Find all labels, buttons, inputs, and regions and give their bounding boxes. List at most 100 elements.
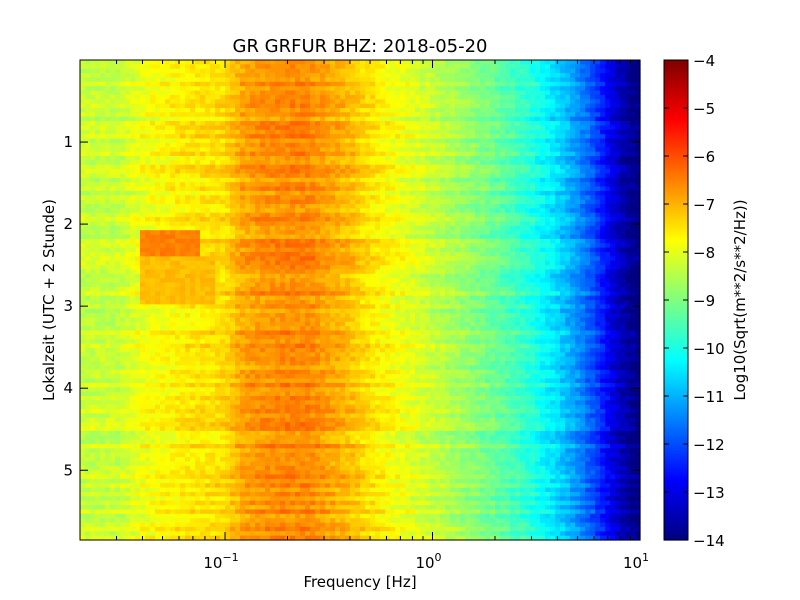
heatmap-cell (555, 103, 561, 109)
heatmap-cell (565, 234, 571, 240)
heatmap-cell (470, 212, 476, 218)
heatmap-cell (470, 173, 476, 179)
heatmap-cell (510, 129, 516, 135)
heatmap-cell (325, 64, 331, 70)
heatmap-cell (630, 186, 636, 192)
heatmap-cell (550, 243, 556, 249)
heatmap-cell (240, 160, 246, 166)
heatmap-cell (125, 160, 131, 166)
heatmap-cell (400, 217, 406, 223)
heatmap-cell (125, 217, 131, 223)
heatmap-cell (95, 151, 101, 157)
heatmap-cell (265, 60, 271, 65)
heatmap-cell (165, 169, 171, 175)
heatmap-cell (600, 221, 606, 227)
heatmap-cell (370, 195, 376, 201)
heatmap-cell (435, 138, 441, 144)
heatmap-cell (260, 177, 266, 183)
heatmap-cell (205, 173, 211, 179)
heatmap-cell (235, 225, 241, 231)
heatmap-cell (370, 81, 376, 87)
heatmap-cell (355, 177, 361, 183)
heatmap-cell (605, 212, 611, 218)
heatmap-cell (315, 173, 321, 179)
heatmap-cell (265, 112, 271, 118)
heatmap-cell (255, 73, 261, 79)
heatmap-cell (550, 103, 556, 109)
heatmap-cell (445, 81, 451, 87)
heatmap-cell (345, 169, 351, 175)
heatmap-cell (375, 77, 381, 83)
heatmap-cell (465, 147, 471, 153)
heatmap-cell (615, 243, 621, 249)
heatmap-cell (440, 190, 446, 196)
heatmap-cell (400, 112, 406, 118)
heatmap-cell (605, 173, 611, 179)
heatmap-cell (530, 247, 536, 253)
heatmap-cell (505, 247, 511, 253)
heatmap-cell (520, 225, 526, 231)
heatmap-cell (315, 60, 321, 65)
heatmap-cell (325, 68, 331, 74)
heatmap-cell (515, 190, 521, 196)
heatmap-cell (550, 60, 556, 65)
heatmap-cell (140, 73, 146, 79)
heatmap-cell (535, 212, 541, 218)
heatmap-cell (180, 238, 186, 244)
heatmap-cell (590, 182, 596, 188)
heatmap-cell (315, 68, 321, 74)
heatmap-cell (150, 81, 156, 87)
heatmap-cell (595, 234, 601, 240)
heatmap-cell (515, 86, 521, 92)
heatmap-cell (545, 99, 551, 105)
heatmap-cell (495, 73, 501, 79)
heatmap-cell (95, 169, 101, 175)
heatmap-cell (325, 121, 331, 127)
heatmap-cell (135, 199, 141, 205)
heatmap-cell (440, 94, 446, 100)
heatmap-cell (280, 134, 286, 140)
heatmap-cell (565, 151, 571, 157)
heatmap-cell (135, 186, 141, 192)
heatmap-cell (240, 112, 246, 118)
heatmap-cell (320, 169, 326, 175)
heatmap-cell (425, 99, 431, 105)
heatmap-cell (310, 64, 316, 70)
heatmap-cell (310, 151, 316, 157)
heatmap-cell (555, 81, 561, 87)
heatmap-cell (190, 204, 196, 209)
heatmap-cell (635, 60, 641, 65)
heatmap-cell (425, 208, 431, 214)
heatmap-cell (175, 234, 181, 240)
heatmap-cell (280, 138, 286, 144)
heatmap-cell (120, 199, 126, 205)
heatmap-cell (420, 169, 426, 175)
heatmap-cell (140, 234, 146, 240)
heatmap-cell (540, 112, 546, 118)
heatmap-cell (305, 230, 311, 236)
heatmap-cell (485, 64, 491, 70)
heatmap-cell (505, 138, 511, 144)
heatmap-cell (205, 129, 211, 135)
heatmap-cell (555, 151, 561, 157)
heatmap-cell (135, 60, 141, 65)
heatmap-cell (405, 138, 411, 144)
heatmap-cell (200, 173, 206, 179)
heatmap-cell (125, 208, 131, 214)
heatmap-cell (625, 81, 631, 87)
heatmap-cell (200, 125, 206, 131)
heatmap-cell (430, 212, 436, 218)
heatmap-cell (115, 234, 121, 240)
heatmap-cell (185, 204, 191, 209)
heatmap-cell (330, 68, 336, 74)
heatmap-cell (400, 77, 406, 83)
heatmap-cell (480, 173, 486, 179)
heatmap-cell (635, 103, 641, 109)
heatmap-cell (540, 208, 546, 214)
heatmap-cell (420, 252, 426, 257)
heatmap-cell (100, 142, 106, 148)
heatmap-cell (365, 186, 371, 192)
heatmap-cell (230, 90, 236, 96)
heatmap-cell (135, 173, 141, 179)
heatmap-cell (530, 99, 536, 105)
